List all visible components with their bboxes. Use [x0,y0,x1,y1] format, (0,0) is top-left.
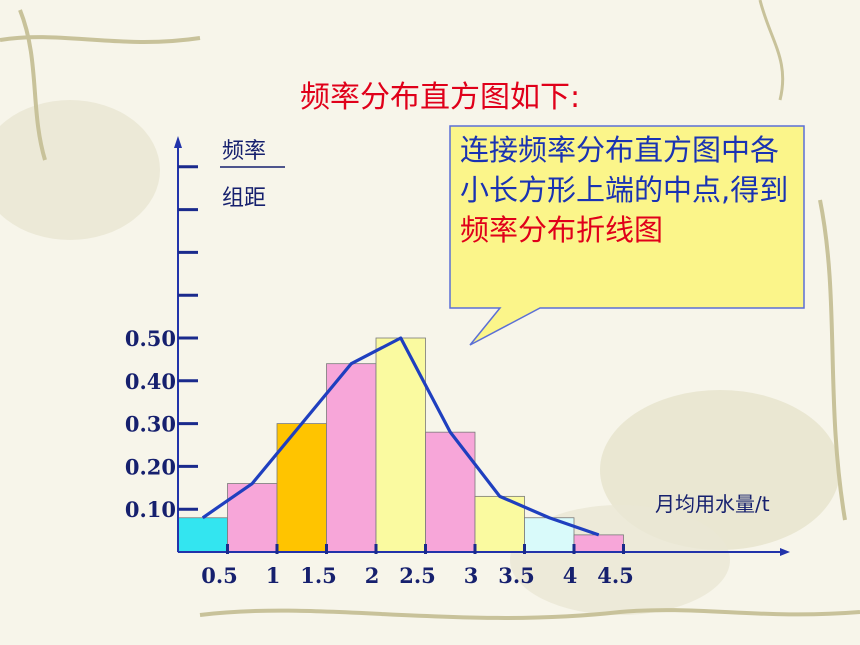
histogram-bar-7 [474,495,525,553]
x-tick-label-6: 3 [464,563,479,588]
histogram-bar-6 [425,431,476,553]
callout-text: 连接频率分布直方图中各小长方形上端的中点,得到频率分布折线图 [460,130,790,250]
histogram-bars [177,337,624,553]
histogram-bar-4 [326,363,377,553]
y-tick-label-4: 0.40 [125,369,176,394]
y-axis-arrow [174,136,182,148]
x-tick-label-4: 2 [365,563,380,588]
x-tick-label-3: 1.5 [300,563,337,588]
x-axis-label: 月均用水量/t [655,492,770,516]
x-tick-label-2: 1 [266,563,281,588]
histogram-bar-2 [227,483,278,553]
background-decoration [0,0,860,620]
x-tick-label-7: 3.5 [498,563,535,588]
frequency-polygon [201,336,600,537]
frequency-polygon-line [201,336,600,537]
y-tick-label-3: 0.30 [125,412,176,437]
chart-axes [174,136,790,556]
histogram-bar-1 [177,517,228,553]
callout-text-highlight: 频率分布折线图 [460,213,664,247]
y-tick-label-2: 0.20 [125,454,176,479]
x-tick-label-1: 0.5 [201,563,238,588]
slide-title: 频率分布直方图如下: [300,80,581,115]
x-tick-label-9: 4.5 [597,563,634,588]
callout-text-main: 连接频率分布直方图中各小长方形上端的中点,得到 [460,133,789,207]
callout-bubble [449,125,805,346]
x-tick-label-8: 4 [563,563,578,588]
x-tick-label-5: 2.5 [399,563,436,588]
histogram-bar-9 [573,534,624,553]
x-axis-arrow [780,548,790,556]
axis-labels: 0.10 0.20 0.30 0.40 0.50 0.5 1 1.5 2 2.5 3 3.5 4 4.5 频… [125,139,770,588]
y-tick-label-5: 0.50 [125,326,176,351]
y-axis-label-denominator: 组距 [222,186,266,211]
y-tick-label-1: 0.10 [125,497,176,522]
y-axis-label-numerator: 频率 [222,139,266,164]
